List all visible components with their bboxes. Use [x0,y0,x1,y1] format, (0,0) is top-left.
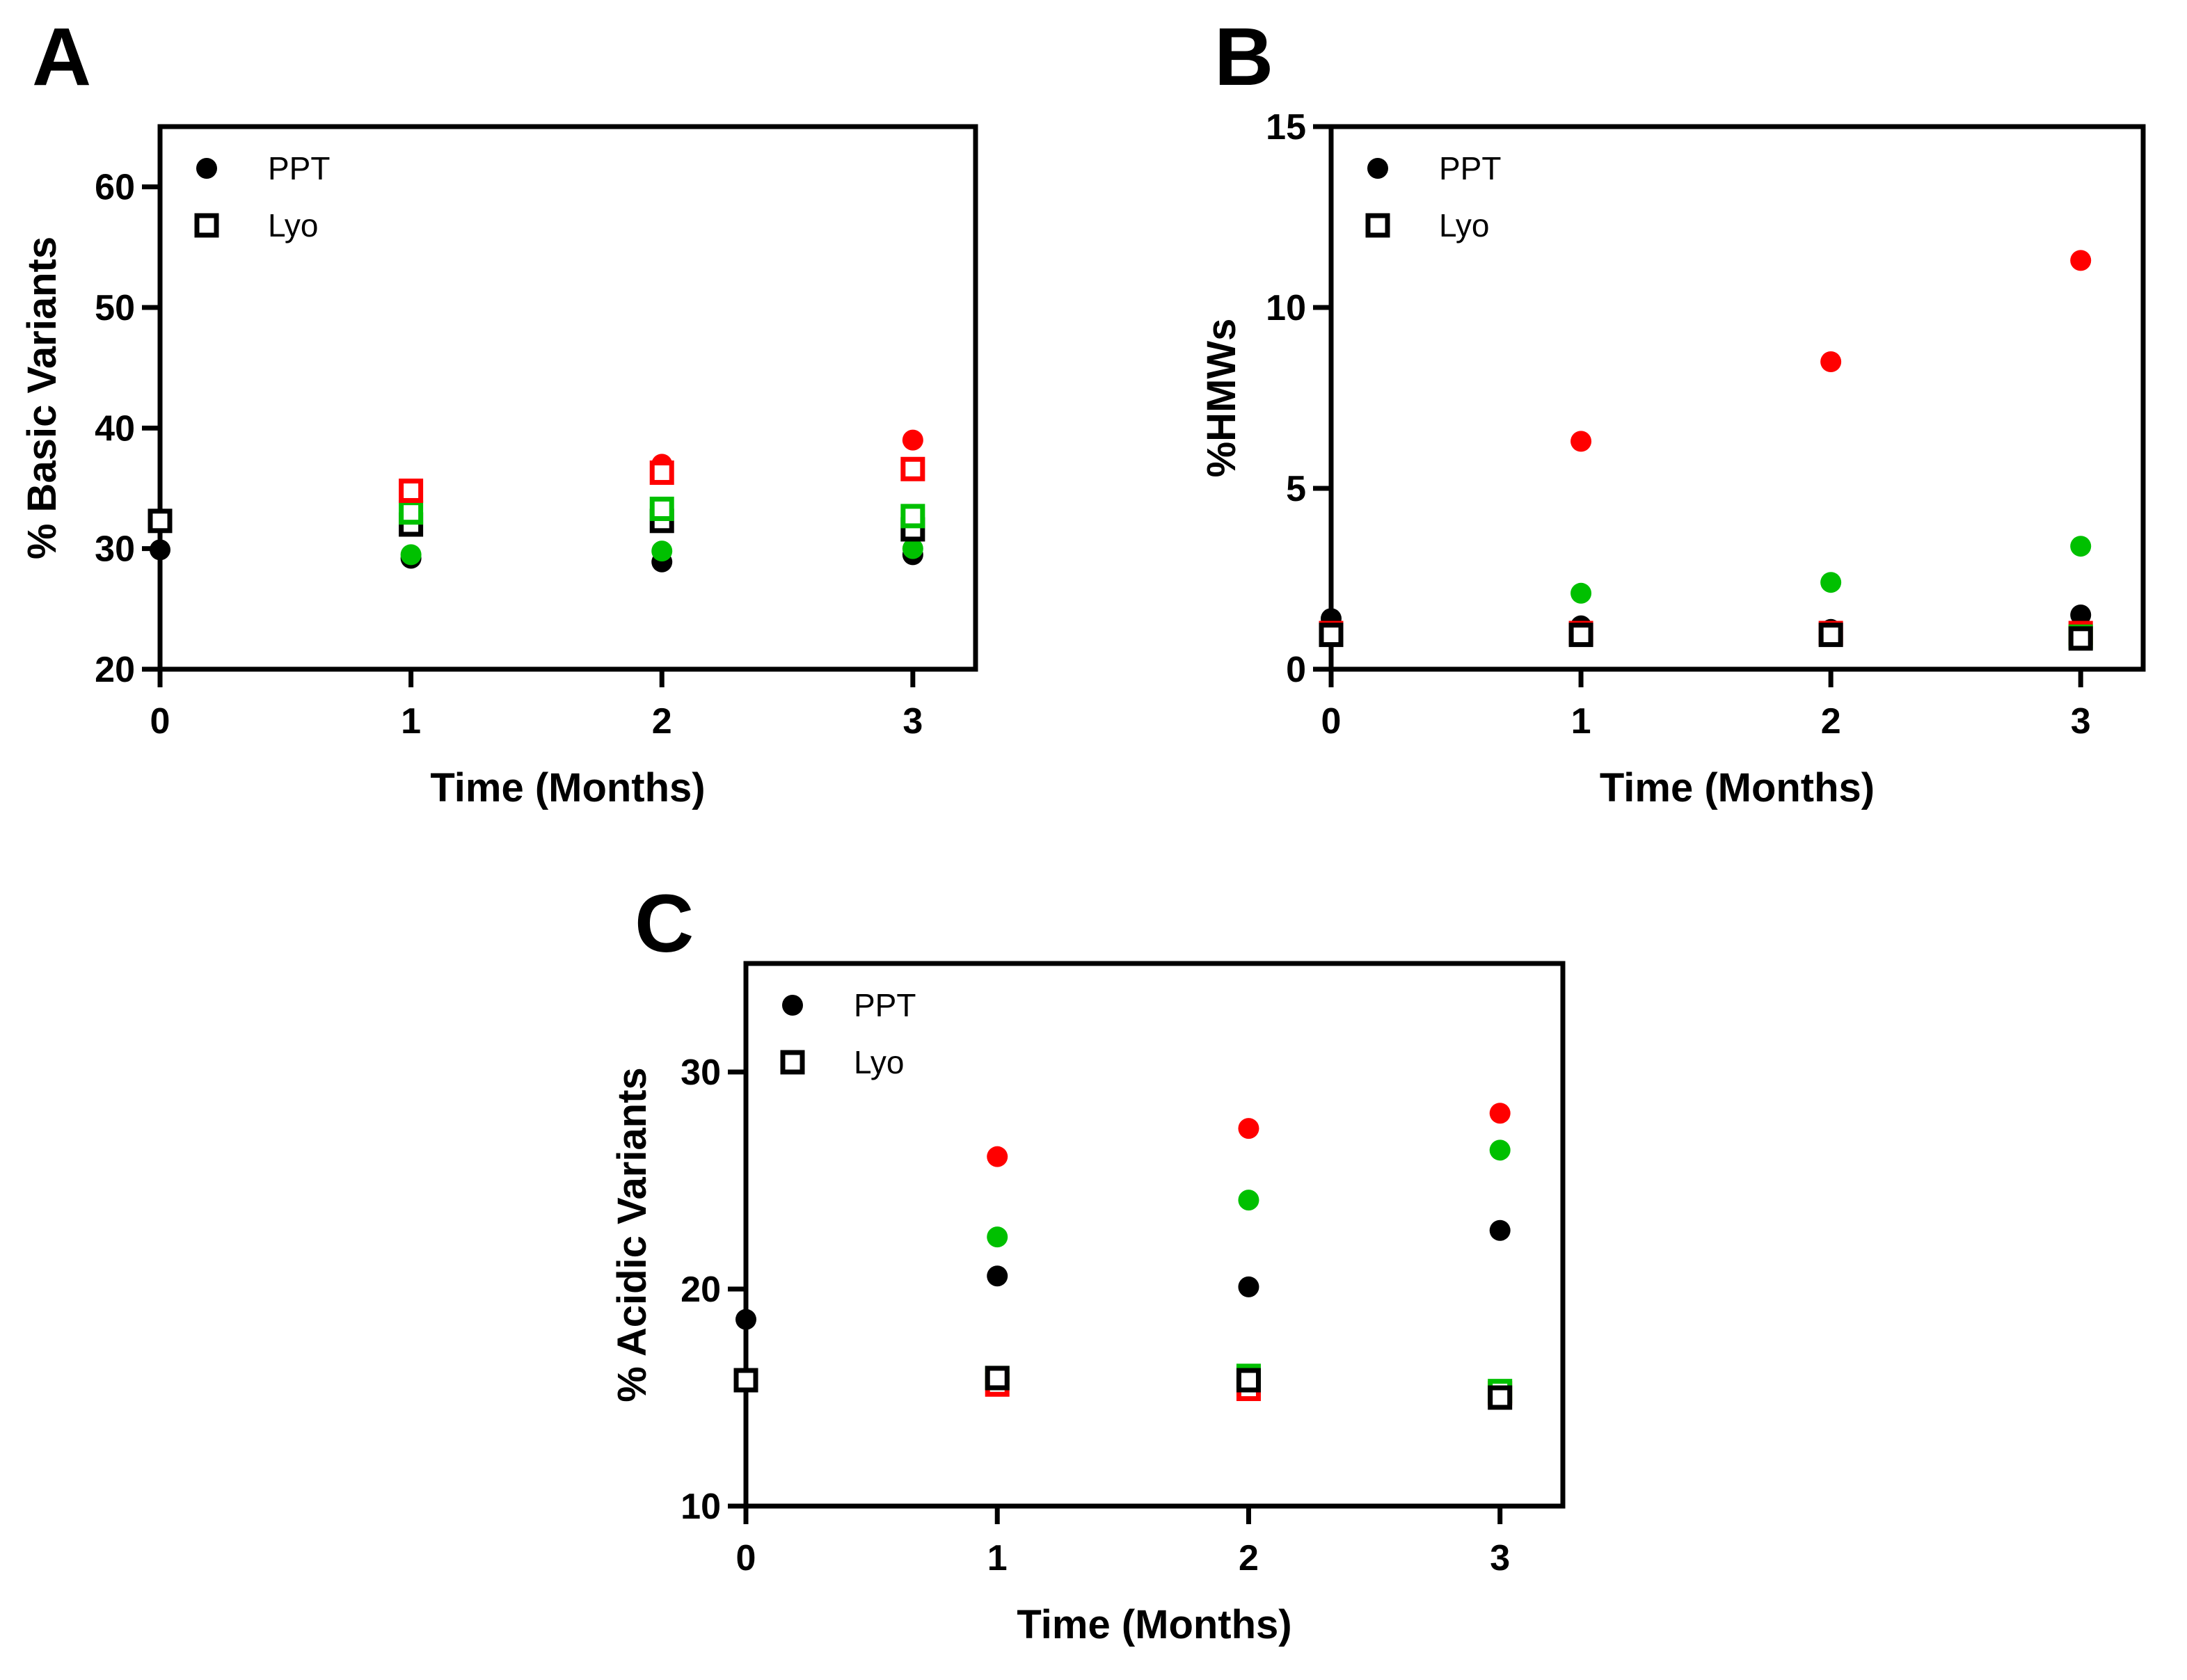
data-point-red-circle [1238,1118,1259,1139]
data-point-black-square [1236,1368,1261,1393]
chart-panel-a: A 20 30 40 50 60 0 1 2 3 Time (Months) % Basic Vari… [19,11,978,810]
y-tick-label: 15 [1266,107,1306,147]
y-axis-title: % Basic Variants [19,237,65,559]
y-tick-label: 5 [1286,469,1306,509]
x-tick-label: 1 [1571,701,1591,742]
legend-marker-lyo [1365,213,1390,238]
data-point-red-circle [902,429,923,451]
data-point-green-circle [651,541,673,562]
y-tick-label: 60 [95,168,135,208]
x-tick-label: 2 [1239,1538,1259,1578]
legend-label-lyo: Lyo [854,1044,904,1080]
data-point-red-square [399,478,424,503]
data-point-green-circle [400,544,422,566]
data-point-green-circle [902,538,923,559]
legend-label-lyo: Lyo [268,207,318,243]
x-tick-label: 2 [1821,701,1841,742]
legend-marker-lyo [194,213,219,238]
x-tick-label: 0 [736,1538,756,1578]
x-tick-label: 1 [987,1538,1008,1578]
y-tick-label: 10 [1266,288,1306,328]
plot-frame [157,124,978,672]
chart-panel-c: C 10 20 30 0 1 2 3 Time (Months) % Acidic Variant… [610,878,1566,1647]
x-tick-label: 3 [902,701,923,742]
data-point-black-square [1818,623,1843,648]
y-tick-label: 20 [95,650,135,690]
legend-marker-ppt [1367,158,1388,179]
x-axis-title: Time (Months) [430,765,705,810]
y-tick-label: 30 [681,1053,721,1093]
y-tick-label: 40 [95,408,135,449]
x-axis-title: Time (Months) [1600,765,1875,810]
legend-marker-lyo [780,1050,805,1075]
data-point-green-square [399,500,424,525]
data-point-black-circle [150,539,170,561]
y-tick-label: 20 [681,1270,721,1310]
data-point-green-circle [1570,582,1592,604]
data-point-red-circle [1570,431,1592,452]
y-axis-title: % Acidic Variants [610,1067,655,1402]
x-tick-label: 2 [652,701,672,742]
y-tick-label: 50 [95,288,135,328]
data-point-black-square [985,1366,1010,1391]
y-tick-label: 0 [1286,650,1306,690]
panel-letter: B [1214,11,1273,103]
data-point-green-circle [1238,1190,1259,1211]
data-point-red-circle [987,1146,1008,1167]
data-point-black-square [1568,623,1593,648]
data-point-green-circle [2070,536,2092,557]
x-tick-label: 1 [401,701,421,742]
y-tick-label: 30 [95,529,135,570]
data-point-red-circle [2070,250,2092,271]
legend-marker-ppt [782,995,803,1016]
data-point-black-square [733,1368,758,1393]
legend-label-ppt: PPT [1439,150,1501,186]
chart-panel-b: B 0 5 10 15 0 1 2 3 Time (Months) %HMWs PPT Lyo [1199,11,2146,810]
plot-frame [1328,124,2146,672]
x-tick-label: 3 [1490,1538,1510,1578]
legend-label-ppt: PPT [854,987,916,1023]
x-tick-label: 0 [150,701,170,742]
legend-label-ppt: PPT [268,150,330,186]
y-tick-label: 10 [681,1487,721,1527]
data-point-black-square [1488,1385,1513,1410]
data-point-black-square [148,509,173,534]
x-tick-label: 0 [1321,701,1342,742]
data-point-black-square [1319,623,1344,648]
data-point-red-circle [1820,351,1842,372]
panel-letter: C [635,878,694,970]
data-point-red-circle [1489,1103,1511,1124]
legend-marker-ppt [196,158,217,179]
y-axis-title: %HMWs [1199,319,1244,478]
data-point-black-circle [1238,1276,1259,1297]
data-point-green-circle [1489,1139,1511,1161]
x-axis-title: Time (Months) [1017,1602,1291,1647]
data-point-black-circle [735,1309,756,1330]
data-point-black-square [2068,626,2093,651]
data-point-red-square [900,456,925,481]
data-point-green-circle [987,1226,1008,1248]
data-point-green-circle [1820,572,1842,593]
data-point-red-square [649,460,674,485]
plot-frame [743,961,1566,1509]
x-tick-label: 3 [2071,701,2091,742]
data-point-black-circle [2070,605,2092,625]
data-point-green-square [900,504,925,529]
data-point-green-square [649,496,674,521]
data-point-black-circle [1489,1219,1511,1241]
legend-label-lyo: Lyo [1439,207,1489,243]
panel-letter: A [32,11,91,103]
data-point-black-circle [987,1265,1008,1287]
